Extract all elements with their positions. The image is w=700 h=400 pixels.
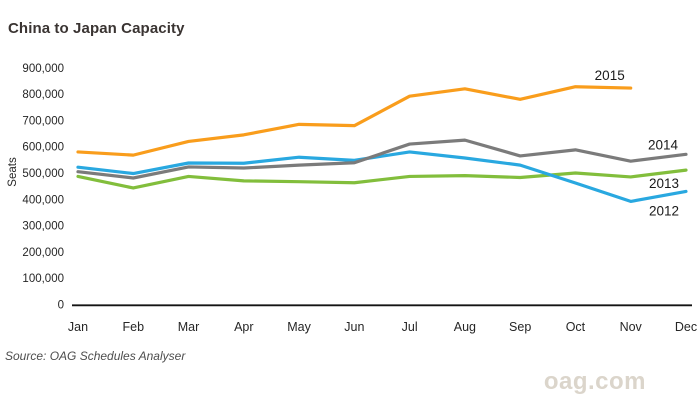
x-tick-label: Mar <box>178 320 200 334</box>
y-tick-label: 200,000 <box>22 247 64 259</box>
series-label-2013: 2013 <box>649 176 679 191</box>
x-tick-label: Jul <box>402 320 418 334</box>
source-note: Source: OAG Schedules Analyser <box>5 349 186 363</box>
x-tick-label: Jan <box>68 320 88 334</box>
y-tick-label: 100,000 <box>22 273 64 285</box>
y-tick-label: 500,000 <box>22 168 64 180</box>
y-tick-label: 600,000 <box>22 142 64 154</box>
series-label-2012: 2012 <box>649 203 679 218</box>
x-tick-label: Aug <box>454 320 476 334</box>
x-tick-label: Jun <box>344 320 364 334</box>
y-tick-label: 900,000 <box>22 63 64 75</box>
series-line-2015 <box>76 85 633 157</box>
series-label-2014: 2014 <box>648 137 679 152</box>
x-tick-label: Apr <box>234 320 253 334</box>
x-tick-label: Dec <box>675 320 697 334</box>
x-tick-label: Sep <box>509 320 531 334</box>
x-tick-label: Oct <box>566 320 586 334</box>
y-tick-label: 400,000 <box>22 194 64 206</box>
y-tick-label: 0 <box>58 300 64 312</box>
y-tick-label: 700,000 <box>22 115 64 127</box>
series-label-2015: 2015 <box>595 68 625 83</box>
x-tick-label: Feb <box>122 320 144 334</box>
x-tick-label: May <box>287 320 311 334</box>
series-line-2013 <box>76 168 688 190</box>
oag-watermark: oag.com <box>543 368 646 395</box>
series-line-2012 <box>76 150 688 204</box>
series-line-2014 <box>76 138 688 180</box>
y-tick-label: 800,000 <box>22 89 64 101</box>
x-tick-label: Nov <box>620 320 643 334</box>
chart-title: China to Japan Capacity <box>8 20 185 37</box>
y-tick-label: 300,000 <box>22 221 64 233</box>
